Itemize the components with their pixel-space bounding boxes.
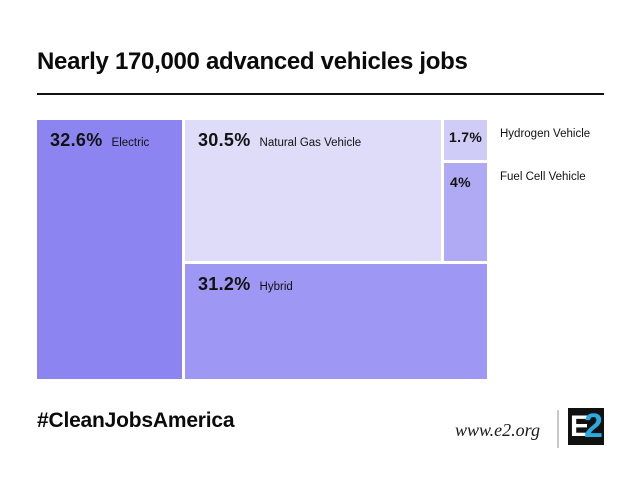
e2-logo-numeral-2: 2 (584, 407, 603, 445)
fuel-cell-vehicle-outside-label: Fuel Cell Vehicle (500, 171, 586, 183)
segment-label-row: 32.6% Electric (50, 130, 182, 151)
segment-value: 4% (450, 174, 471, 190)
e2-logo-letter-e: E (570, 410, 590, 443)
segment-value: 32.6% (50, 130, 103, 150)
hydrogen-vehicle-outside-label: Hydrogen Vehicle (500, 128, 591, 140)
treemap-chart: 32.6% Electric 30.5% Natural Gas Vehicle… (37, 120, 487, 379)
e2-logo: E 2 (568, 407, 604, 445)
segment-category: Electric (111, 137, 150, 149)
segment-label-row: 31.2% Hybrid (198, 274, 487, 295)
treemap-block-natural-gas: 30.5% Natural Gas Vehicle (185, 120, 441, 261)
treemap-block-hydrogen: 1.7% (444, 120, 487, 160)
segment-value: 1.7% (449, 129, 483, 145)
treemap-block-fuel-cell: 4% (444, 163, 487, 261)
treemap-block-hybrid: 31.2% Hybrid (185, 264, 487, 379)
segment-value: 30.5% (198, 130, 251, 150)
segment-category: Hybrid (259, 281, 293, 293)
hashtag-text: #CleanJobsAmerica (37, 409, 235, 432)
footer-divider (557, 410, 559, 448)
website-url: www.e2.org (455, 420, 541, 440)
treemap-block-electric: 32.6% Electric (37, 120, 182, 379)
segment-value: 31.2% (198, 274, 251, 294)
page-title: Nearly 170,000 advanced vehicles jobs (37, 48, 468, 75)
segment-label-row: 30.5% Natural Gas Vehicle (198, 130, 441, 151)
segment-category: Natural Gas Vehicle (259, 137, 362, 149)
title-rule (37, 93, 604, 95)
